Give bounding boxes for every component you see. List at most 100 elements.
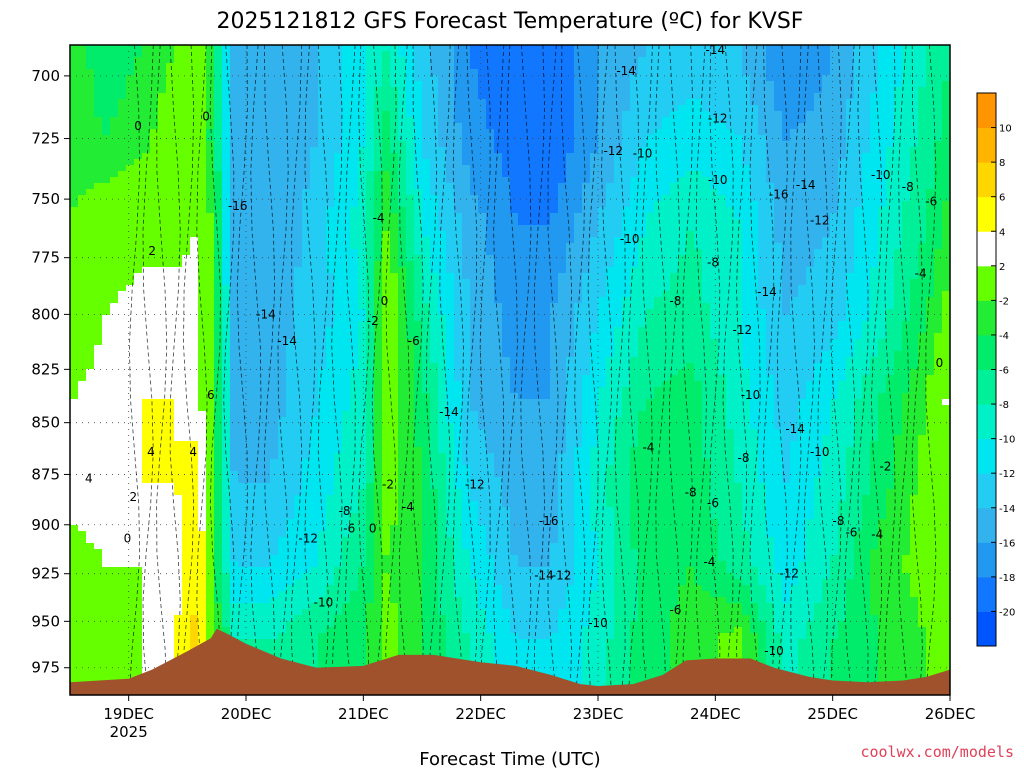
field-cell [414, 129, 423, 136]
field-cell [270, 465, 279, 472]
field-cell [374, 465, 383, 472]
field-cell [278, 561, 287, 568]
field-cell [118, 543, 127, 550]
field-cell [126, 537, 135, 544]
field-cell [102, 219, 111, 226]
field-cell [102, 609, 111, 616]
field-cell [102, 495, 111, 502]
field-cell [102, 561, 111, 568]
field-cell [78, 117, 87, 124]
field-cell [190, 333, 199, 340]
field-cell [358, 303, 367, 310]
field-cell [318, 99, 327, 106]
field-cell [382, 381, 391, 388]
field-cell [214, 369, 223, 376]
field-cell [262, 585, 271, 592]
field-cell [150, 399, 159, 406]
field-cell [214, 561, 223, 568]
field-cell [382, 471, 391, 478]
field-cell [390, 183, 399, 190]
field-cell [110, 231, 119, 238]
field-cell [134, 627, 143, 634]
field-cell [294, 249, 303, 256]
field-cell [358, 405, 367, 412]
field-cell [262, 555, 271, 562]
field-cell [398, 81, 407, 88]
field-cell [102, 633, 111, 640]
field-cell [174, 147, 183, 154]
field-cell [286, 141, 295, 148]
field-cell [422, 585, 431, 592]
field-cell [190, 135, 199, 142]
field-cell [358, 63, 367, 70]
field-cell [326, 93, 335, 100]
field-cell [238, 375, 247, 382]
field-cell [70, 171, 79, 178]
field-cell [350, 615, 359, 622]
field-cell [174, 303, 183, 310]
field-cell [158, 609, 167, 616]
field-cell [134, 339, 143, 346]
field-cell [294, 261, 303, 268]
field-cell [118, 75, 127, 82]
field-cell [198, 231, 207, 238]
field-cell [198, 141, 207, 148]
field-cell [230, 465, 239, 472]
field-cell [334, 111, 343, 118]
field-cell [78, 237, 87, 244]
field-cell [174, 201, 183, 208]
field-cell [238, 273, 247, 280]
field-cell [406, 459, 415, 466]
field-cell [142, 429, 151, 436]
field-cell [134, 471, 143, 478]
field-cell [342, 603, 351, 610]
field-cell [214, 315, 223, 322]
field-cell [118, 411, 127, 418]
field-cell [238, 531, 247, 538]
field-cell [86, 417, 95, 424]
field-cell [262, 525, 271, 532]
field-cell [230, 627, 239, 634]
field-cell [222, 225, 231, 232]
field-cell [126, 441, 135, 448]
field-cell [278, 63, 287, 70]
field-cell [110, 453, 119, 460]
field-cell [150, 477, 159, 484]
field-cell [382, 129, 391, 136]
field-cell [94, 255, 103, 262]
field-cell [310, 99, 319, 106]
field-cell [94, 249, 103, 256]
field-cell [86, 195, 95, 202]
field-cell [390, 243, 399, 250]
field-cell [294, 93, 303, 100]
field-cell [398, 435, 407, 442]
field-cell [118, 639, 127, 646]
field-cell [350, 249, 359, 256]
field-cell [406, 501, 415, 508]
field-cell [126, 597, 135, 604]
field-cell [246, 45, 255, 52]
field-cell [102, 441, 111, 448]
field-cell [382, 255, 391, 262]
field-cell [262, 489, 271, 496]
field-cell [238, 231, 247, 238]
field-cell [214, 549, 223, 556]
field-cell [206, 195, 215, 202]
field-cell [214, 381, 223, 388]
field-cell [406, 591, 415, 598]
field-cell [390, 543, 399, 550]
field-cell [390, 645, 399, 652]
field-cell [182, 375, 191, 382]
field-cell [254, 81, 263, 88]
field-cell [158, 117, 167, 124]
field-cell [286, 111, 295, 118]
field-cell [270, 435, 279, 442]
field-cell [238, 441, 247, 448]
field-cell [134, 663, 143, 670]
field-cell [214, 579, 223, 586]
field-cell [222, 573, 231, 580]
field-cell [422, 597, 431, 604]
field-cell [358, 489, 367, 496]
field-cell [254, 105, 263, 112]
field-cell [358, 399, 367, 406]
